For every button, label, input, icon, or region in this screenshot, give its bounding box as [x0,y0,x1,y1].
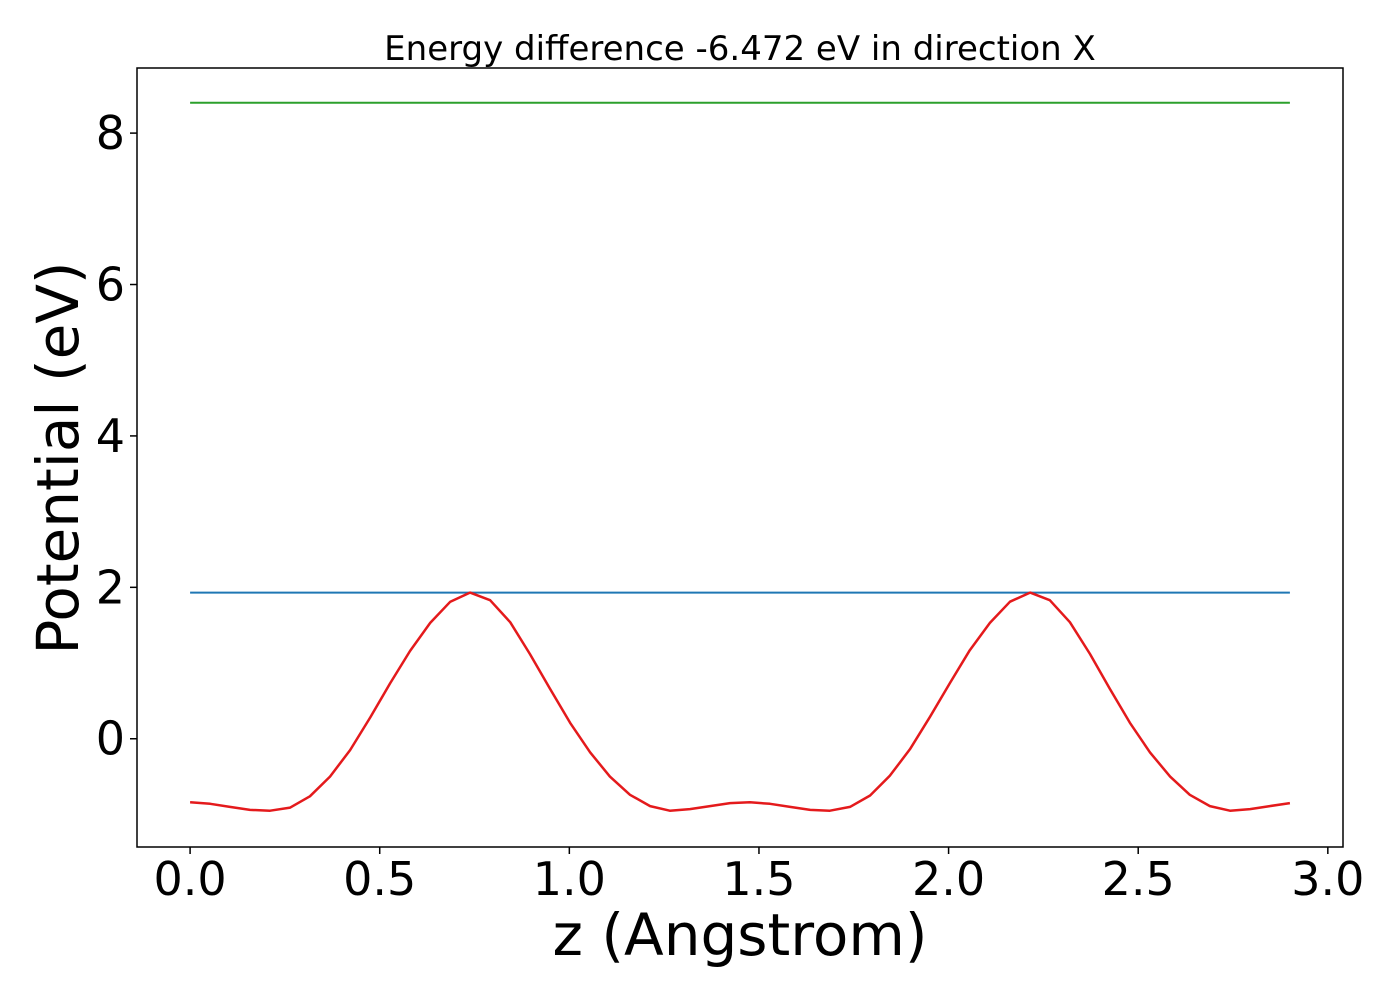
y-tick-label: 6 [96,258,125,312]
x-tick-label: 2.5 [1102,852,1175,906]
x-tick-label: 2.0 [912,852,985,906]
y-tick-label: 2 [96,560,125,614]
y-tick-label: 8 [96,106,125,160]
x-tick-label: 1.5 [722,852,795,906]
y-axis-ticks: 0 2 4 6 8 [96,106,137,766]
chart-title: Energy difference -6.472 eV in direction… [384,29,1096,69]
x-tick-label: 0.0 [154,852,227,906]
y-tick-label: 4 [96,409,125,463]
x-axis-ticks: 0.0 0.5 1.0 1.5 2.0 2.5 3.0 [154,847,1364,906]
x-tick-label: 1.0 [533,852,606,906]
y-tick-label: 0 [96,712,125,766]
series-layer [190,101,1291,812]
y-axis-label: Potential (eV) [24,261,92,654]
x-tick-label: 3.0 [1291,852,1364,906]
plot-frame [136,67,1344,848]
x-axis-label: z (Angstrom) [553,901,928,969]
series-line-3 [190,591,1291,812]
x-tick-label: 0.5 [343,852,416,906]
